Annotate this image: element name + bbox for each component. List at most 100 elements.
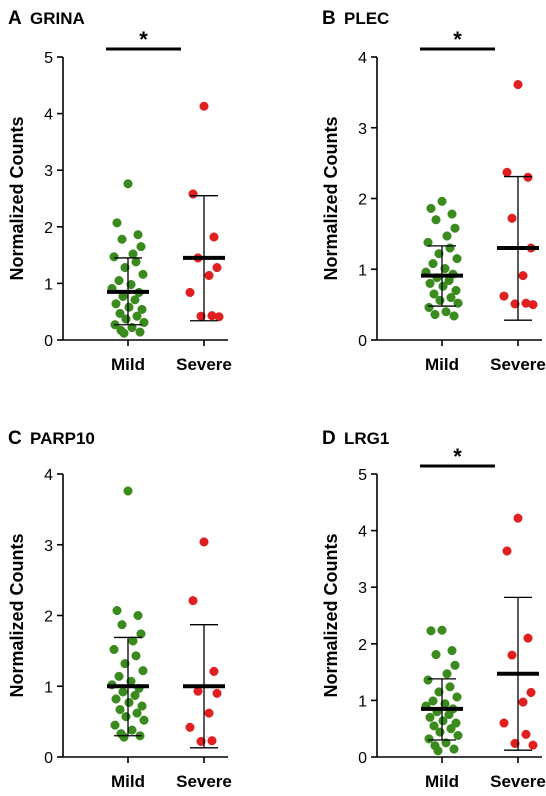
data-point-mild (434, 249, 444, 259)
data-point-severe (199, 537, 209, 547)
data-point-severe (518, 271, 528, 281)
data-point-mild (449, 311, 459, 321)
y-tick-label: 3 (358, 580, 367, 597)
y-tick-label: 2 (44, 220, 53, 237)
data-point-mild (433, 746, 443, 756)
data-point-mild (434, 687, 444, 697)
data-point-mild (445, 243, 455, 253)
data-point-severe (523, 633, 533, 643)
significance-star: * (139, 27, 148, 52)
data-point-severe (510, 738, 520, 748)
x-category-label: Severe (490, 355, 546, 374)
x-category-label: Mild (425, 772, 459, 791)
y-tick-label: 2 (358, 192, 367, 209)
data-point-mild (138, 269, 148, 279)
y-tick-label: 1 (358, 262, 367, 279)
data-point-severe (513, 80, 523, 90)
data-point-mild (447, 209, 457, 219)
y-tick-label: 1 (358, 693, 367, 710)
data-point-mild (435, 727, 445, 737)
data-point-mild (438, 281, 448, 291)
y-tick-label: 1 (44, 679, 53, 696)
data-point-severe (212, 263, 222, 273)
data-point-mild (139, 715, 149, 725)
data-point-mild (425, 278, 435, 288)
data-point-severe (528, 740, 538, 750)
data-point-severe (204, 708, 214, 718)
data-point-mild (136, 629, 146, 639)
data-point-mild (450, 660, 460, 670)
data-point-mild (423, 237, 433, 247)
data-point-mild (431, 215, 441, 225)
data-point-mild (135, 327, 145, 337)
x-category-label: Mild (425, 355, 459, 374)
y-tick-label: 1 (44, 276, 53, 293)
data-point-mild (124, 302, 134, 312)
data-point-mild (110, 720, 120, 730)
data-point-mild (112, 218, 122, 228)
y-tick-label: 2 (44, 609, 53, 626)
data-point-severe (499, 718, 509, 728)
y-tick-label: 0 (44, 333, 53, 350)
data-point-mild (446, 724, 456, 734)
data-point-mild (117, 620, 127, 630)
data-point-mild (130, 295, 140, 305)
panel-a: A GRINA Normalized Counts 0 1 2 3 4 5 Mild Severe * (7, 8, 232, 374)
data-point-mild (431, 650, 441, 660)
data-point-mild (128, 249, 138, 259)
data-point-mild (438, 716, 448, 726)
data-point-mild (118, 687, 128, 697)
significance-star: * (453, 27, 462, 52)
data-point-mild (453, 730, 463, 741)
data-point-severe (209, 666, 219, 676)
data-point-severe (502, 546, 512, 556)
y-tick-label: 5 (44, 50, 53, 67)
data-point-severe (502, 167, 512, 177)
data-point-mild (121, 712, 131, 722)
data-point-mild (114, 671, 124, 681)
panel-title: PLEC (344, 9, 389, 28)
data-point-severe (528, 300, 538, 310)
data-point-mild (131, 257, 141, 267)
y-tick-label: 3 (358, 121, 367, 138)
y-axis-label: Normalized Counts (321, 533, 341, 697)
data-point-mild (452, 692, 462, 702)
data-point-mild (120, 659, 130, 669)
data-point-mild (442, 231, 452, 241)
data-point-mild (127, 725, 137, 735)
data-point-mild (127, 322, 137, 333)
data-point-severe (507, 213, 517, 223)
data-point-mild (138, 666, 148, 676)
data-point-mild (121, 314, 131, 324)
y-tick-label: 0 (358, 333, 367, 350)
data-point-severe (521, 729, 531, 739)
data-point-mild (452, 254, 462, 264)
data-point-mild (445, 682, 455, 692)
data-point-mild (112, 605, 122, 616)
panel-title: GRINA (30, 9, 85, 28)
data-point-severe (207, 736, 217, 746)
data-point-mild (447, 646, 457, 656)
data-point-mild (429, 721, 439, 731)
y-axis-label: Normalized Counts (321, 116, 341, 280)
data-point-mild (111, 694, 121, 704)
panel-letter: C (8, 428, 22, 449)
y-tick-label: 4 (358, 50, 367, 67)
data-point-mild (425, 712, 435, 722)
panel-d: D LRG1 Normalized Counts 0 1 2 3 4 5 Mild Severe * (321, 428, 546, 791)
panel-title: LRG1 (344, 429, 389, 448)
data-point-mild (451, 285, 461, 296)
data-point-mild (450, 223, 460, 233)
data-point-mild (132, 311, 142, 321)
data-point-mild (123, 179, 133, 189)
data-point-mild (132, 708, 142, 718)
x-category-label: Severe (176, 355, 232, 374)
data-point-mild (453, 298, 463, 308)
panel-letter: A (8, 8, 22, 29)
y-tick-label: 3 (44, 163, 53, 180)
y-tick-label: 2 (358, 637, 367, 654)
panel-title: PARP10 (30, 429, 95, 448)
data-point-severe (196, 736, 206, 746)
panel-letter: B (322, 8, 336, 29)
